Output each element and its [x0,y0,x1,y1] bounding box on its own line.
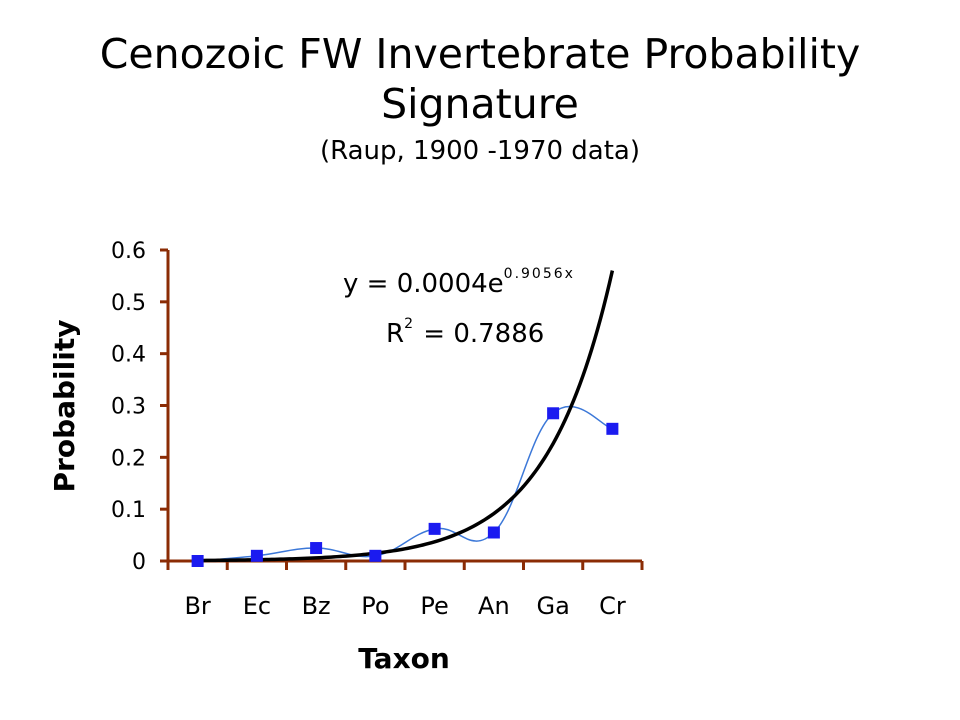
data-point [547,407,560,420]
chart-subtitle: (Raup, 1900 -1970 data) [319,136,641,166]
chart-title-line1: Cenozoic FW Invertebrate Probability [99,30,861,78]
r2-value: = 0.7886 [415,319,544,349]
trendline [197,270,615,563]
data-point [369,549,382,562]
y-tick-label: 0 [132,550,146,575]
x-tick-label: Br [184,592,210,620]
y-tick-label: 0.1 [111,498,146,523]
chart-title-line2: Signature [381,80,579,128]
x-tick-label: Ga [536,592,569,620]
r2-label: R [386,319,404,349]
data-point [191,555,204,567]
x-tick-label: Cr [599,592,626,620]
y-tick-label: 0.4 [111,343,146,368]
x-tick-label: Ec [243,592,271,620]
y-axis-title: Probability [48,320,81,493]
x-tick-labels: Br Ec Bz Po Pe An Ga Cr [166,561,644,620]
x-tick-label: An [478,592,510,620]
data-point [428,522,441,535]
equation-prefix: y = 0.0004e [343,269,504,299]
data-points [191,407,619,567]
equation-exponent: 0.9056x [504,266,575,282]
trendline-equation: y = 0.0004e0.9056x R2 = 0.7886 [343,266,575,349]
svg-text:y = 0.0004e0.9056x: y = 0.0004e0.9056x [343,266,575,299]
x-axis-title: Taxon [358,642,450,675]
y-tick-labels: 0 0.1 0.2 0.3 0.4 0.5 0.6 [111,239,168,575]
data-point [606,422,619,435]
y-tick-label: 0.6 [111,239,146,264]
y-tick-label: 0.5 [111,291,146,316]
data-point [487,526,500,539]
data-point [310,542,323,555]
r2-exponent: 2 [404,316,415,332]
svg-text:R2 = 0.7886: R2 = 0.7886 [386,316,544,349]
series-line [197,405,613,562]
data-point [250,549,263,562]
x-tick-label: Po [361,592,389,620]
x-tick-label: Pe [420,592,448,620]
y-tick-label: 0.3 [111,395,146,420]
y-tick-label: 0.2 [111,446,146,471]
x-tick-label: Bz [302,592,331,620]
